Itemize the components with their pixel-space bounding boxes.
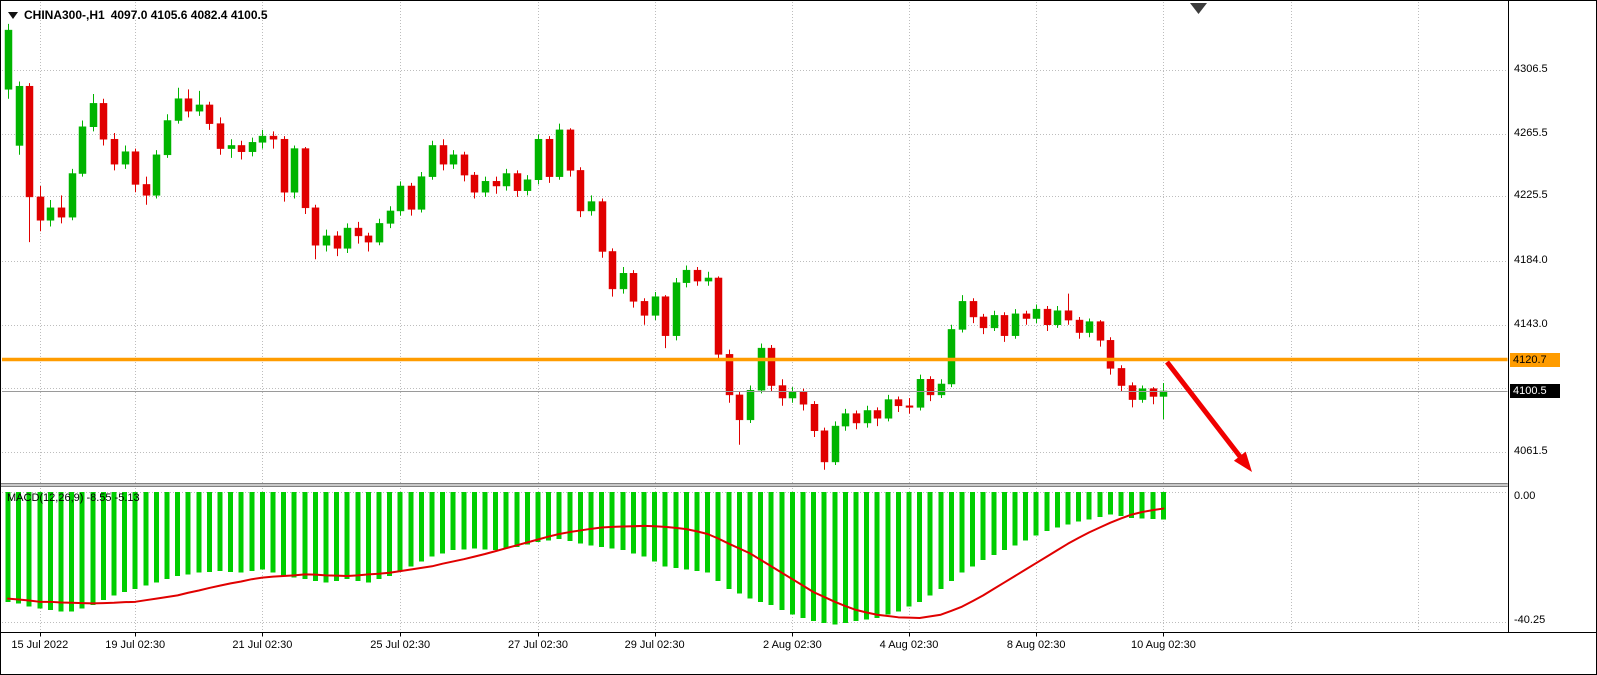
time-axis-label: 15 Jul 2022: [11, 639, 69, 651]
price-axis-label: 4184.0: [1514, 253, 1548, 266]
macd-signal-line: [7, 507, 1165, 619]
time-axis-label: 27 Jul 02:30: [508, 639, 568, 651]
shift-marker-icon: [1190, 3, 1207, 14]
macd-axis-label: 0.00: [1514, 490, 1536, 502]
time-axis-label: 29 Jul 02:30: [624, 639, 685, 651]
time-axis-label: 21 Jul 02:30: [232, 639, 293, 651]
symbol-dropdown-icon: [8, 11, 18, 19]
price-axis-label: 4306.5: [1514, 62, 1548, 75]
price-axis[interactable]: 4306.5 4265.5 4225.5 4184.0 4143.0 4061.5 0.00…: [1512, 0, 1597, 632]
bid-price-tag: 4100.5: [1510, 384, 1560, 398]
time-axis-label: 10 Aug 02:30: [1130, 639, 1196, 651]
time-axis[interactable]: 15 Jul 2022 19 Jul 02:30 21 Jul 02:30 25 Ju…: [0, 637, 1597, 657]
time-axis-label: 4 Aug 02:30: [879, 639, 939, 651]
ohlc-values: 4097.0 4105.6 4082.4 4100.5: [110, 8, 268, 22]
price-axis-label: 4265.5: [1514, 126, 1548, 139]
price-axis-label: 4225.5: [1514, 189, 1548, 202]
time-axis-label: 8 Aug 02:30: [1006, 639, 1066, 651]
grid-lines: [2, 2, 1508, 632]
time-axis-label: 25 Jul 02:30: [370, 639, 431, 651]
macd-histogram: [5, 492, 1166, 625]
time-axis-label: 2 Aug 02:30: [763, 639, 822, 651]
trend-arrow[interactable]: [1165, 360, 1252, 472]
pane-divider[interactable]: [1, 483, 1509, 487]
macd-axis-label: -40.25: [1514, 614, 1546, 626]
hline-price-tag: 4120.7: [1510, 352, 1560, 367]
candlestick-series: [4, 23, 1168, 470]
price-axis-label: 4061.5: [1514, 444, 1548, 457]
symbol-period-label: CHINA300-,H1: [24, 8, 105, 22]
time-axis-label: 19 Jul 02:30: [105, 639, 166, 651]
price-axis-label: 4143.0: [1514, 317, 1548, 330]
macd-indicator-label: MACD(12,26,9) -8.55 -5.13: [7, 492, 140, 504]
chart-title: CHINA300-,H1 4097.0 4105.6 4082.4 4100.5: [8, 8, 268, 22]
